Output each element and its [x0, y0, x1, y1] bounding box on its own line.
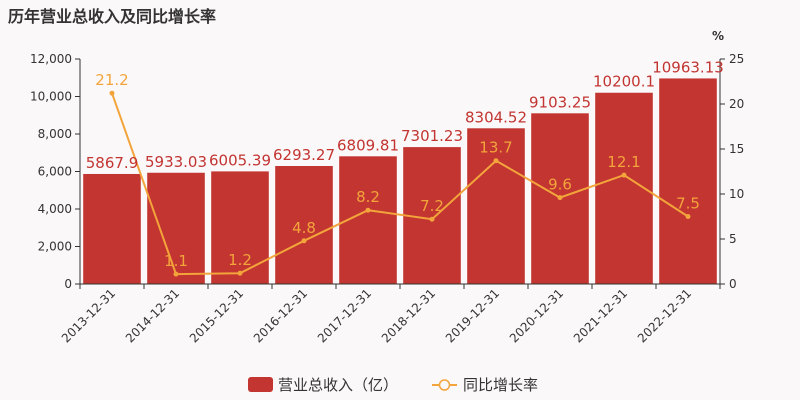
bar-2019-12-31[interactable]: [467, 128, 525, 284]
y-left-tick-label: 2,000: [38, 240, 72, 254]
growth-point-2017-12-31[interactable]: [365, 207, 371, 213]
bar-value-label: 6293.27: [273, 146, 335, 164]
legend-bar-label[interactable]: 营业总收入（亿）: [278, 376, 398, 394]
y-right-tick-label: 5: [729, 232, 737, 246]
growth-point-2015-12-31[interactable]: [237, 270, 243, 276]
x-tick-label: 2019-12-31: [443, 286, 502, 345]
growth-point-2020-12-31[interactable]: [557, 195, 563, 201]
growth-value-label: 1.1: [164, 252, 188, 270]
y-right-tick-label: 10: [729, 187, 744, 201]
x-tick-label: 2018-12-31: [379, 286, 438, 345]
growth-point-2018-12-31[interactable]: [429, 216, 435, 222]
bar-value-label: 10963.13: [652, 58, 724, 76]
x-tick-label: 2015-12-31: [187, 286, 246, 345]
legend-line-marker[interactable]: [438, 379, 451, 391]
legend-bar-swatch[interactable]: [248, 377, 273, 392]
bar-2016-12-31[interactable]: [275, 166, 333, 284]
bar-value-label: 9103.25: [529, 93, 591, 111]
growth-value-label: 7.5: [676, 195, 700, 213]
y-left-tick-label: 8,000: [38, 127, 72, 141]
chart-title: 历年营业总收入及同比增长率: [8, 7, 217, 26]
growth-point-2016-12-31[interactable]: [301, 238, 307, 244]
bar-value-label: 6809.81: [337, 136, 399, 154]
legend-line-label[interactable]: 同比增长率: [463, 376, 538, 394]
y-left-tick-label: 4,000: [38, 202, 72, 216]
y-right-tick-label: 15: [729, 142, 744, 156]
growth-value-label: 9.6: [548, 176, 572, 194]
growth-point-2021-12-31[interactable]: [621, 172, 627, 178]
x-tick-label: 2020-12-31: [507, 286, 566, 345]
y-left-tick-label: 6,000: [38, 165, 72, 179]
growth-point-2022-12-31[interactable]: [685, 214, 691, 219]
x-tick-label: 2017-12-31: [315, 286, 374, 345]
x-tick-label: 2016-12-31: [251, 286, 310, 345]
bar-2022-12-31[interactable]: [659, 78, 717, 284]
growth-value-label: 1.2: [228, 251, 252, 269]
legend: 营业总收入（亿） 同比增长率: [248, 376, 538, 394]
bar-value-label: 7301.23: [401, 127, 463, 145]
bar-value-label: 10200.1: [593, 73, 655, 91]
growth-value-label: 8.2: [356, 188, 380, 206]
x-tick-label: 2013-12-31: [59, 286, 118, 345]
growth-value-label: 4.8: [292, 219, 316, 237]
bar-value-label: 5867.9: [86, 154, 139, 172]
bar-2015-12-31[interactable]: [211, 171, 269, 284]
growth-line: [111, 92, 689, 276]
growth-value-label: 7.2: [420, 197, 444, 215]
y-left-tick-label: 12,000: [30, 52, 72, 66]
bar-2014-12-31[interactable]: [147, 172, 205, 284]
y-left-tick-label: 10,000: [30, 90, 72, 104]
growth-value-label: 13.7: [479, 139, 512, 157]
growth-point-2013-12-31[interactable]: [109, 90, 115, 96]
labels-layer: 5867.9 5933.03 6005.39 6293.276809.817301.2…: [86, 58, 724, 270]
bar-value-label: 8304.52: [465, 108, 527, 126]
growth-point-2019-12-31[interactable]: [493, 158, 499, 164]
bar-2013-12-31[interactable]: [83, 173, 141, 284]
x-tick-label: 2022-12-31: [635, 286, 694, 345]
x-tick-label: 2021-12-31: [571, 286, 630, 345]
growth-value-label: 12.1: [607, 153, 640, 171]
y-right-tick-label: 25: [729, 52, 744, 66]
y-left-tick-label: 0: [64, 277, 72, 291]
bar-value-label: 5933.03: [145, 153, 207, 171]
y-right-tick-label: 0: [729, 277, 737, 291]
growth-point-2014-12-31[interactable]: [173, 271, 179, 277]
x-tick-label: 2014-12-31: [123, 286, 182, 345]
growth-value-label: 21.2: [95, 71, 128, 89]
bars-layer: [83, 78, 717, 285]
line-layer: [109, 90, 691, 277]
y-right-tick-label: 20: [729, 97, 744, 111]
y-right-unit: %: [712, 29, 724, 43]
bar-value-label: 6005.39: [209, 151, 271, 169]
